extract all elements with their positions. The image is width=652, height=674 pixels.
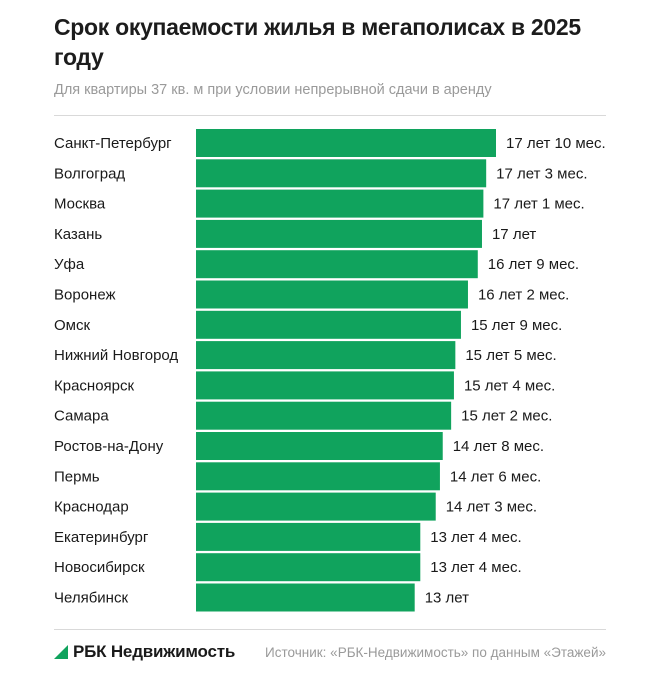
brand-logo: РБК Недвижимость: [54, 642, 235, 662]
category-label: Краснодар: [54, 499, 129, 516]
bar: [196, 432, 443, 460]
bar: [196, 553, 421, 582]
category-label: Самара: [54, 408, 109, 425]
category-label: Ростов-на-Дону: [54, 438, 164, 455]
category-label: Красноярск: [54, 377, 135, 394]
value-label: 17 лет 3 мес.: [496, 165, 587, 182]
category-label: Омск: [54, 317, 90, 334]
value-label: 14 лет 8 мес.: [453, 438, 544, 455]
bar: [196, 250, 478, 279]
bar: [196, 522, 421, 551]
bar: [196, 189, 484, 218]
bar-chart: Санкт-Петербург 17 лет 10 мес. Волгоград 17…: [54, 129, 606, 612]
category-label: Воронеж: [54, 287, 116, 304]
bar: [196, 583, 415, 612]
brand-arrow-icon: [54, 645, 68, 659]
bar: [196, 492, 436, 521]
value-label: 13 лет 4 мес.: [430, 559, 521, 576]
category-label: Екатеринбург: [54, 529, 149, 546]
bar: [196, 462, 440, 491]
bottom-divider: [54, 629, 606, 630]
category-label: Волгоград: [54, 165, 125, 182]
chart-title: Срок окупаемости жилья в мегаполисах в 2…: [54, 14, 581, 70]
category-label: Челябинск: [54, 590, 128, 607]
category-label: Уфа: [54, 256, 85, 273]
category-label: Санкт-Петербург: [54, 135, 172, 152]
bar: [196, 310, 461, 339]
bar: [196, 341, 456, 370]
top-divider: [54, 115, 606, 116]
value-label: 17 лет 10 мес.: [506, 135, 606, 152]
value-label: 16 лет 2 мес.: [478, 287, 569, 304]
bar: [196, 371, 454, 400]
value-label: 13 лет: [425, 590, 469, 607]
value-label: 15 лет 5 мес.: [465, 347, 556, 364]
value-label: 14 лет 3 мес.: [446, 499, 537, 516]
value-label: 15 лет 2 мес.: [461, 408, 552, 425]
value-label: 15 лет 4 мес.: [464, 377, 555, 394]
source-note: Источник: «РБК-Недвижимость» по данным «…: [265, 645, 606, 660]
bar: [196, 159, 487, 188]
category-label: Пермь: [54, 468, 100, 485]
category-label: Нижний Новгород: [54, 347, 178, 364]
category-label: Новосибирск: [54, 559, 145, 576]
value-label: 15 лет 9 мес.: [471, 317, 562, 334]
bar: [196, 219, 482, 248]
category-label: Москва: [54, 196, 106, 213]
value-label: 14 лет 6 мес.: [450, 468, 541, 485]
category-label: Казань: [54, 226, 102, 243]
value-label: 13 лет 4 мес.: [430, 529, 521, 546]
value-label: 16 лет 9 мес.: [488, 256, 579, 273]
bar: [196, 129, 496, 157]
brand-name: РБК Недвижимость: [73, 642, 236, 661]
value-label: 17 лет: [492, 226, 536, 243]
chart-subtitle: Для квартиры 37 кв. м при условии непрер…: [54, 82, 492, 98]
bar: [196, 401, 452, 430]
value-label: 17 лет 1 мес.: [493, 196, 584, 213]
bar: [196, 280, 468, 309]
